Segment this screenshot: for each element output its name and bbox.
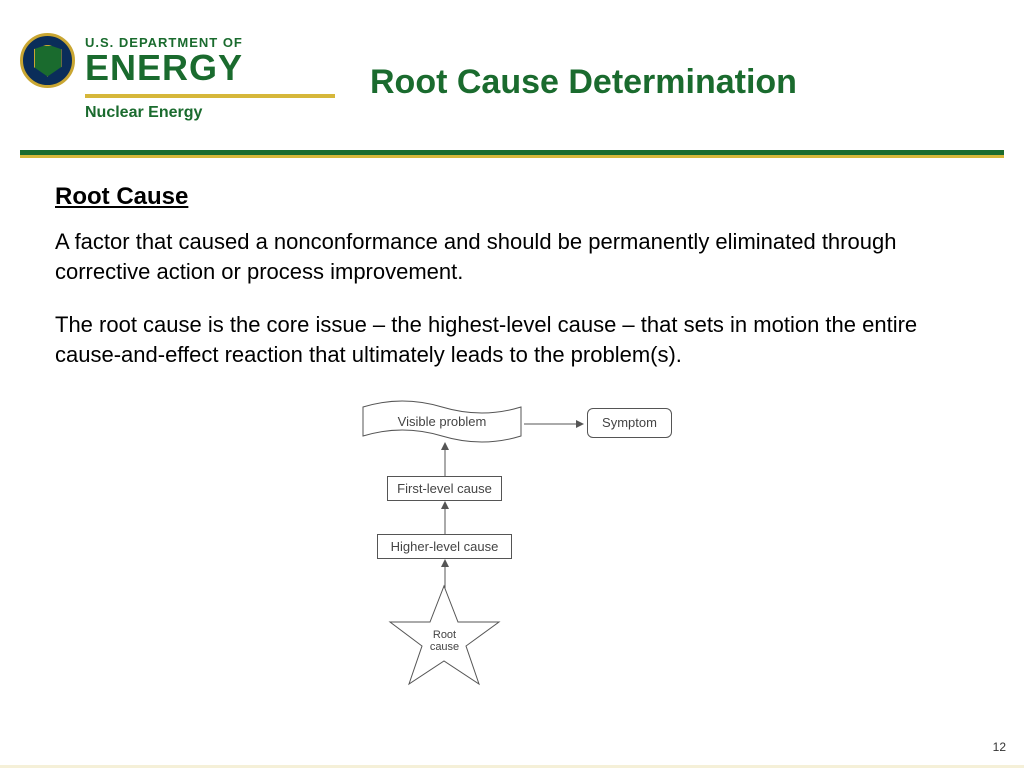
node-higher-level-label: Higher-level cause [391, 539, 499, 554]
slide-header: U.S. DEPARTMENT OF ENERGY Nuclear Energy… [0, 0, 1024, 140]
slide-title: Root Cause Determination [370, 63, 797, 102]
root-cause-line1: Root [433, 629, 456, 641]
node-first-level: First-level cause [387, 476, 502, 501]
dept-text: U.S. DEPARTMENT OF ENERGY [85, 35, 243, 86]
energy-word: ENERGY [85, 50, 243, 86]
node-higher-level: Higher-level cause [377, 534, 512, 559]
node-visible-problem-label: Visible problem [362, 399, 522, 444]
root-cause-flowchart: Visible problem Symptom First-level caus… [332, 394, 692, 694]
logo-row: U.S. DEPARTMENT OF ENERGY [20, 33, 320, 88]
node-symptom-label: Symptom [602, 415, 657, 430]
header-divider [20, 150, 1004, 158]
sub-department: Nuclear Energy [85, 104, 320, 122]
arrow-right-icon [524, 414, 586, 434]
seal-shield-icon [34, 45, 62, 77]
diagram-container: Visible problem Symptom First-level caus… [55, 394, 969, 694]
logo-block: U.S. DEPARTMENT OF ENERGY Nuclear Energy [20, 33, 320, 122]
page-number: 12 [993, 740, 1006, 754]
section-heading: Root Cause [55, 183, 969, 211]
root-cause-line2: cause [430, 641, 459, 653]
arrow-up-icon [438, 501, 452, 534]
arrow-up-icon [438, 442, 452, 476]
node-root-cause: Root cause [387, 584, 502, 689]
paragraph-2: The root cause is the core issue – the h… [55, 310, 969, 369]
slide-content: Root Cause A factor that caused a noncon… [0, 158, 1024, 694]
logo-underline [85, 94, 335, 98]
node-visible-problem: Visible problem [362, 399, 522, 444]
node-first-level-label: First-level cause [397, 481, 492, 496]
node-root-cause-label: Root cause [387, 629, 502, 653]
doe-seal-icon [20, 33, 75, 88]
paragraph-1: A factor that caused a nonconformance an… [55, 227, 969, 286]
node-symptom: Symptom [587, 408, 672, 438]
